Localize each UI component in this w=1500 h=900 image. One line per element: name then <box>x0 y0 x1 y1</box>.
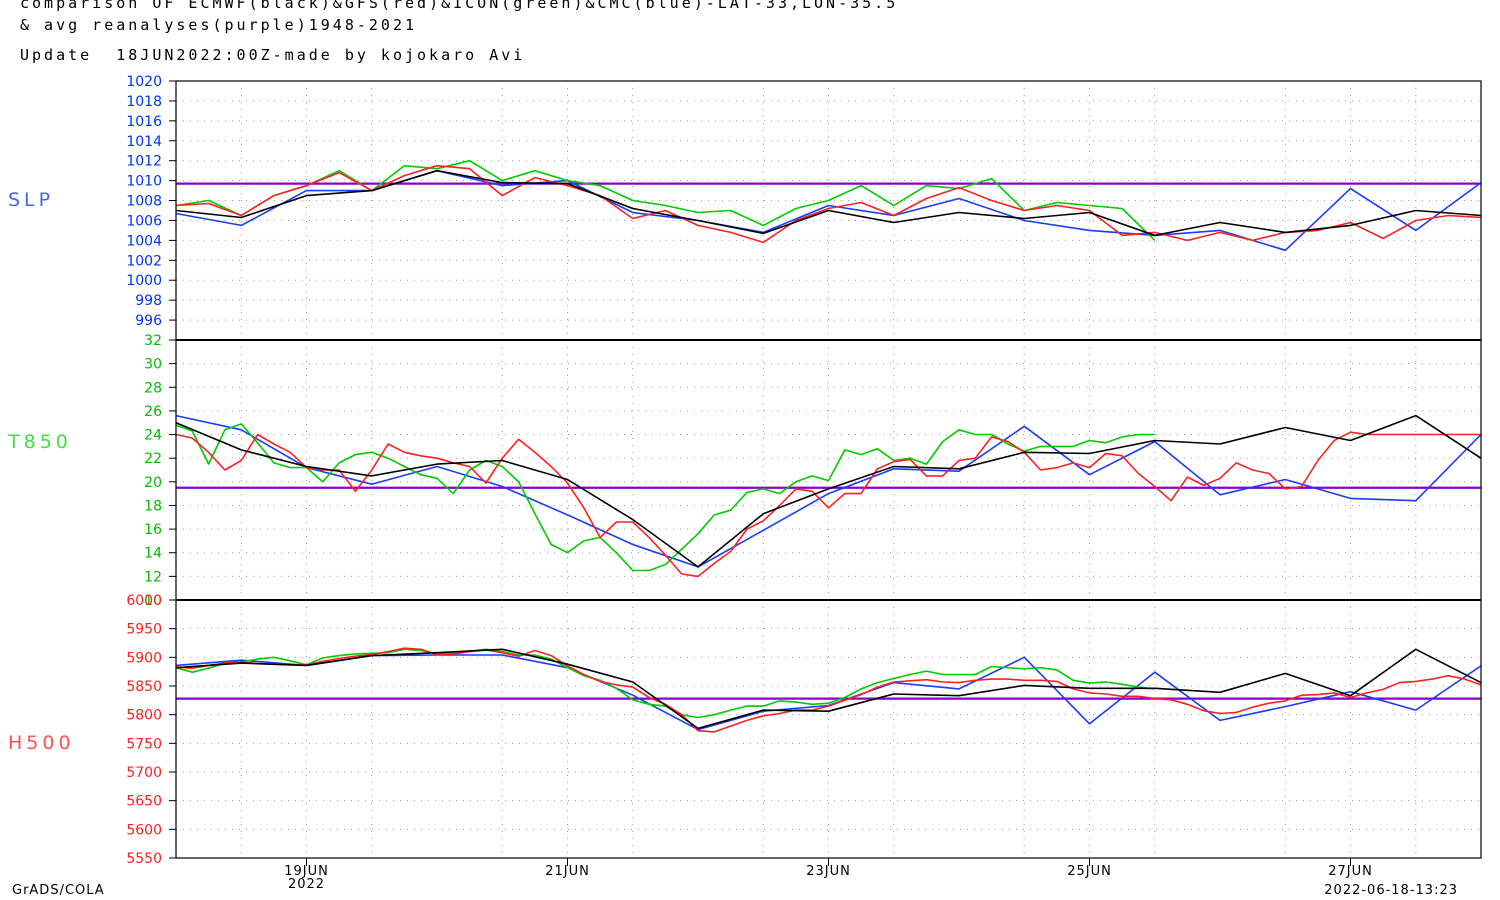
update-info: Update 18JUN2022:00Z-made by kojokaro Av… <box>20 46 526 64</box>
y-tick-label: 1018 <box>126 94 162 110</box>
chart-title-line-2: & avg reanalyses(purple)1948-2021 <box>20 16 418 34</box>
label-layer: 9969981000100210041006100810101012101410… <box>7 74 1373 892</box>
y-tick-label: 5750 <box>126 736 162 752</box>
series-h500-gfs <box>175 647 1482 733</box>
y-tick-label: 5850 <box>126 679 162 695</box>
y-tick-label: 1004 <box>126 233 162 249</box>
y-tick-label: 30 <box>144 357 162 373</box>
y-tick-label: 6000 <box>126 593 162 609</box>
series-h500-cmc <box>175 654 1482 731</box>
y-tick-label: 14 <box>144 546 162 562</box>
panel-frame-h500 <box>175 599 1482 859</box>
y-tick-label: 1020 <box>126 74 162 90</box>
series-t850-gfs <box>175 431 1481 578</box>
y-tick-label: 22 <box>144 451 162 467</box>
y-tick-label: 32 <box>144 333 162 349</box>
panel-label-h500: H500 <box>8 732 75 754</box>
y-tick-label: 998 <box>135 293 162 309</box>
y-tick-label: 1010 <box>126 174 162 190</box>
panel-label-slp: SLP <box>8 189 54 211</box>
y-tick-label: 1000 <box>126 273 162 289</box>
y-tick-label: 5650 <box>126 794 162 810</box>
chart-title-line-1: comparison OF ECMWF(black)&GFS(red)&ICON… <box>20 0 899 12</box>
y-tick-label: 5900 <box>126 650 162 666</box>
series-layer <box>175 159 1482 733</box>
y-tick-label: 5700 <box>126 765 162 781</box>
y-tick-label: 28 <box>144 380 162 396</box>
y-tick-label: 1002 <box>126 253 162 269</box>
x-tick-label: 27JUN <box>1328 864 1373 879</box>
series-slp-icon <box>175 159 1156 241</box>
series-t850-icon <box>175 423 1155 572</box>
y-tick-label: 5550 <box>126 851 162 867</box>
y-tick-label: 5950 <box>126 622 162 638</box>
x-tick-label: 19JUN <box>284 864 329 879</box>
x-tick-sublabel: 2022 <box>288 877 325 892</box>
y-tick-label: 1014 <box>126 134 162 150</box>
y-tick-label: 20 <box>144 475 162 491</box>
y-tick-label: 1016 <box>126 114 162 130</box>
y-tick-label: 1008 <box>126 194 162 210</box>
series-h500-icon <box>175 648 1155 719</box>
x-tick-label: 25JUN <box>1067 864 1112 879</box>
series-h500-ecmwf <box>175 648 1482 730</box>
footer-left-label: GrADS/COLA <box>12 883 105 898</box>
y-tick-label: 16 <box>144 522 162 538</box>
y-tick-label: 5600 <box>126 822 162 838</box>
series-t850-ecmwf <box>175 414 1482 568</box>
footer-right-label: 2022-06-18-13:23 <box>1324 883 1458 898</box>
series-slp-ecmwf <box>175 169 1482 237</box>
x-tick-label: 21JUN <box>545 864 590 879</box>
series-t850-cmc <box>175 414 1482 568</box>
x-tick-label: 23JUN <box>806 864 851 879</box>
series-slp-gfs <box>175 164 1482 244</box>
y-tick-label: 26 <box>144 404 162 420</box>
y-tick-label: 24 <box>144 428 162 444</box>
y-tick-label: 996 <box>135 313 162 329</box>
y-tick-label: 10 <box>144 593 162 609</box>
y-tick-label: 5800 <box>126 708 162 724</box>
y-tick-label: 12 <box>144 569 162 585</box>
y-tick-label: 1006 <box>126 213 162 229</box>
panel-label-t850: T850 <box>7 431 72 453</box>
y-tick-label: 1012 <box>126 154 162 170</box>
frame-layer <box>169 80 1482 866</box>
y-tick-label: 18 <box>144 498 162 514</box>
